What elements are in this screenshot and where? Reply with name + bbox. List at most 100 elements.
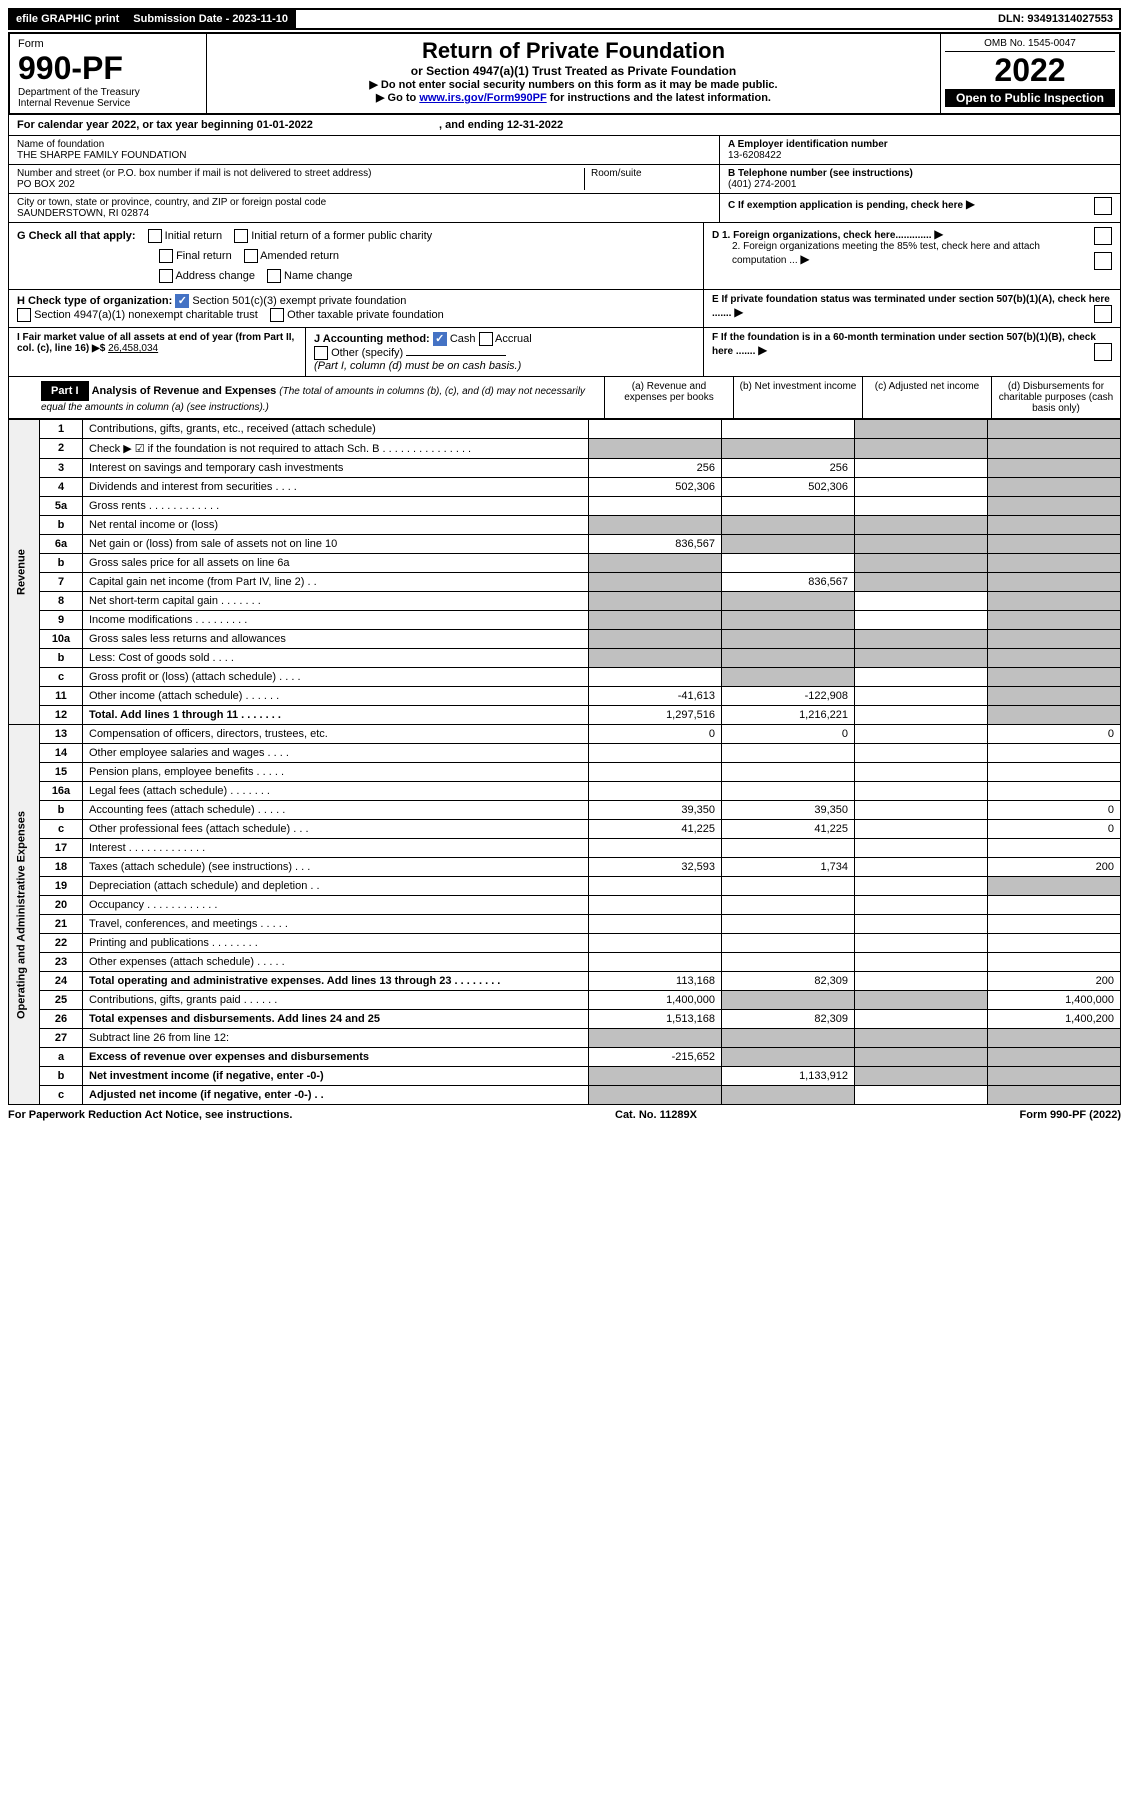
value-cell-d: 200 bbox=[988, 858, 1121, 877]
h-4947-checkbox[interactable] bbox=[17, 308, 31, 322]
revenue-section-label: Revenue bbox=[9, 420, 40, 725]
j-other-checkbox[interactable] bbox=[314, 346, 328, 360]
value-cell-c bbox=[855, 782, 988, 801]
row-label: Interest on savings and temporary cash i… bbox=[83, 459, 589, 478]
footer-right: Form 990-PF (2022) bbox=[1020, 1109, 1121, 1121]
row-number: 17 bbox=[40, 839, 83, 858]
form-link[interactable]: www.irs.gov/Form990PF bbox=[419, 92, 546, 104]
row-number: 24 bbox=[40, 972, 83, 991]
table-row: 5aGross rents . . . . . . . . . . . . bbox=[9, 497, 1121, 516]
value-cell-c bbox=[855, 839, 988, 858]
j-accrual: Accrual bbox=[495, 333, 532, 345]
value-cell-a bbox=[589, 592, 722, 611]
value-cell-d bbox=[988, 478, 1121, 497]
g-final[interactable] bbox=[159, 249, 173, 263]
row-number: 10a bbox=[40, 630, 83, 649]
f-checkbox[interactable] bbox=[1094, 343, 1112, 361]
c-checkbox[interactable] bbox=[1094, 197, 1112, 215]
table-row: 17Interest . . . . . . . . . . . . . bbox=[9, 839, 1121, 858]
table-row: bAccounting fees (attach schedule) . . .… bbox=[9, 801, 1121, 820]
table-row: 12Total. Add lines 1 through 11 . . . . … bbox=[9, 706, 1121, 725]
calendar-year-row: For calendar year 2022, or tax year begi… bbox=[8, 115, 1121, 136]
g-amended[interactable] bbox=[244, 249, 258, 263]
i-value: 26,458,034 bbox=[108, 343, 158, 354]
row-label: Net gain or (loss) from sale of assets n… bbox=[83, 535, 589, 554]
value-cell-c bbox=[855, 991, 988, 1010]
value-cell-d bbox=[988, 516, 1121, 535]
h-opt3: Other taxable private foundation bbox=[287, 309, 444, 321]
value-cell-c bbox=[855, 1010, 988, 1029]
value-cell-d bbox=[988, 439, 1121, 459]
value-cell-d bbox=[988, 497, 1121, 516]
value-cell-d bbox=[988, 668, 1121, 687]
row-number: 12 bbox=[40, 706, 83, 725]
value-cell-b: -122,908 bbox=[722, 687, 855, 706]
row-label: Contributions, gifts, grants, etc., rece… bbox=[83, 420, 589, 439]
row-number: 21 bbox=[40, 915, 83, 934]
value-cell-a bbox=[589, 668, 722, 687]
g-name[interactable] bbox=[267, 269, 281, 283]
dept: Department of the Treasury bbox=[18, 87, 198, 98]
value-cell-a bbox=[589, 763, 722, 782]
value-cell-d bbox=[988, 611, 1121, 630]
row-number: b bbox=[40, 801, 83, 820]
row-number: 2 bbox=[40, 439, 83, 459]
value-cell-c bbox=[855, 573, 988, 592]
value-cell-b bbox=[722, 763, 855, 782]
value-cell-d bbox=[988, 934, 1121, 953]
value-cell-b bbox=[722, 668, 855, 687]
value-cell-b bbox=[722, 877, 855, 896]
row-number: 3 bbox=[40, 459, 83, 478]
g-initial-return[interactable] bbox=[148, 229, 162, 243]
h-other-checkbox[interactable] bbox=[270, 308, 284, 322]
j-accrual-checkbox[interactable] bbox=[479, 332, 493, 346]
table-row: 2Check ▶ ☑ if the foundation is not requ… bbox=[9, 439, 1121, 459]
row-number: 16a bbox=[40, 782, 83, 801]
row-number: 15 bbox=[40, 763, 83, 782]
row-number: 7 bbox=[40, 573, 83, 592]
row-label: Net investment income (if negative, ente… bbox=[83, 1067, 589, 1086]
table-row: 7Capital gain net income (from Part IV, … bbox=[9, 573, 1121, 592]
value-cell-a bbox=[589, 497, 722, 516]
table-row: 3Interest on savings and temporary cash … bbox=[9, 459, 1121, 478]
value-cell-c bbox=[855, 687, 988, 706]
form-label: Form bbox=[18, 38, 198, 50]
value-cell-b: 82,309 bbox=[722, 1010, 855, 1029]
value-cell-b bbox=[722, 1048, 855, 1067]
part1-table: Revenue1Contributions, gifts, grants, et… bbox=[8, 419, 1121, 1105]
value-cell-c bbox=[855, 706, 988, 725]
city: SAUNDERSTOWN, RI 02874 bbox=[17, 208, 711, 219]
expenses-section-label: Operating and Administrative Expenses bbox=[9, 725, 40, 1105]
e-checkbox[interactable] bbox=[1094, 305, 1112, 323]
value-cell-d bbox=[988, 573, 1121, 592]
row-label: Travel, conferences, and meetings . . . … bbox=[83, 915, 589, 934]
row-label: Gross sales price for all assets on line… bbox=[83, 554, 589, 573]
g-initial-former[interactable] bbox=[234, 229, 248, 243]
row-label: Taxes (attach schedule) (see instruction… bbox=[83, 858, 589, 877]
value-cell-a bbox=[589, 782, 722, 801]
value-cell-a bbox=[589, 439, 722, 459]
row-label: Adjusted net income (if negative, enter … bbox=[83, 1086, 589, 1105]
value-cell-d bbox=[988, 915, 1121, 934]
value-cell-d bbox=[988, 763, 1121, 782]
value-cell-d bbox=[988, 687, 1121, 706]
value-cell-c bbox=[855, 972, 988, 991]
g-address[interactable] bbox=[159, 269, 173, 283]
h-501c3-checkbox[interactable]: ✓ bbox=[175, 294, 189, 308]
value-cell-d bbox=[988, 554, 1121, 573]
value-cell-c bbox=[855, 1086, 988, 1105]
value-cell-a: 0 bbox=[589, 725, 722, 744]
d2-checkbox[interactable] bbox=[1094, 252, 1112, 270]
j-cash-checkbox[interactable]: ✓ bbox=[433, 332, 447, 346]
value-cell-c bbox=[855, 1048, 988, 1067]
row-number: b bbox=[40, 649, 83, 668]
row-label: Gross rents . . . . . . . . . . . . bbox=[83, 497, 589, 516]
value-cell-b bbox=[722, 649, 855, 668]
value-cell-d: 0 bbox=[988, 725, 1121, 744]
col-d: (d) Disbursements for charitable purpose… bbox=[991, 377, 1120, 418]
row-number: 27 bbox=[40, 1029, 83, 1048]
row-label: Excess of revenue over expenses and disb… bbox=[83, 1048, 589, 1067]
row-number: b bbox=[40, 1067, 83, 1086]
d1-checkbox[interactable] bbox=[1094, 227, 1112, 245]
table-row: cGross profit or (loss) (attach schedule… bbox=[9, 668, 1121, 687]
